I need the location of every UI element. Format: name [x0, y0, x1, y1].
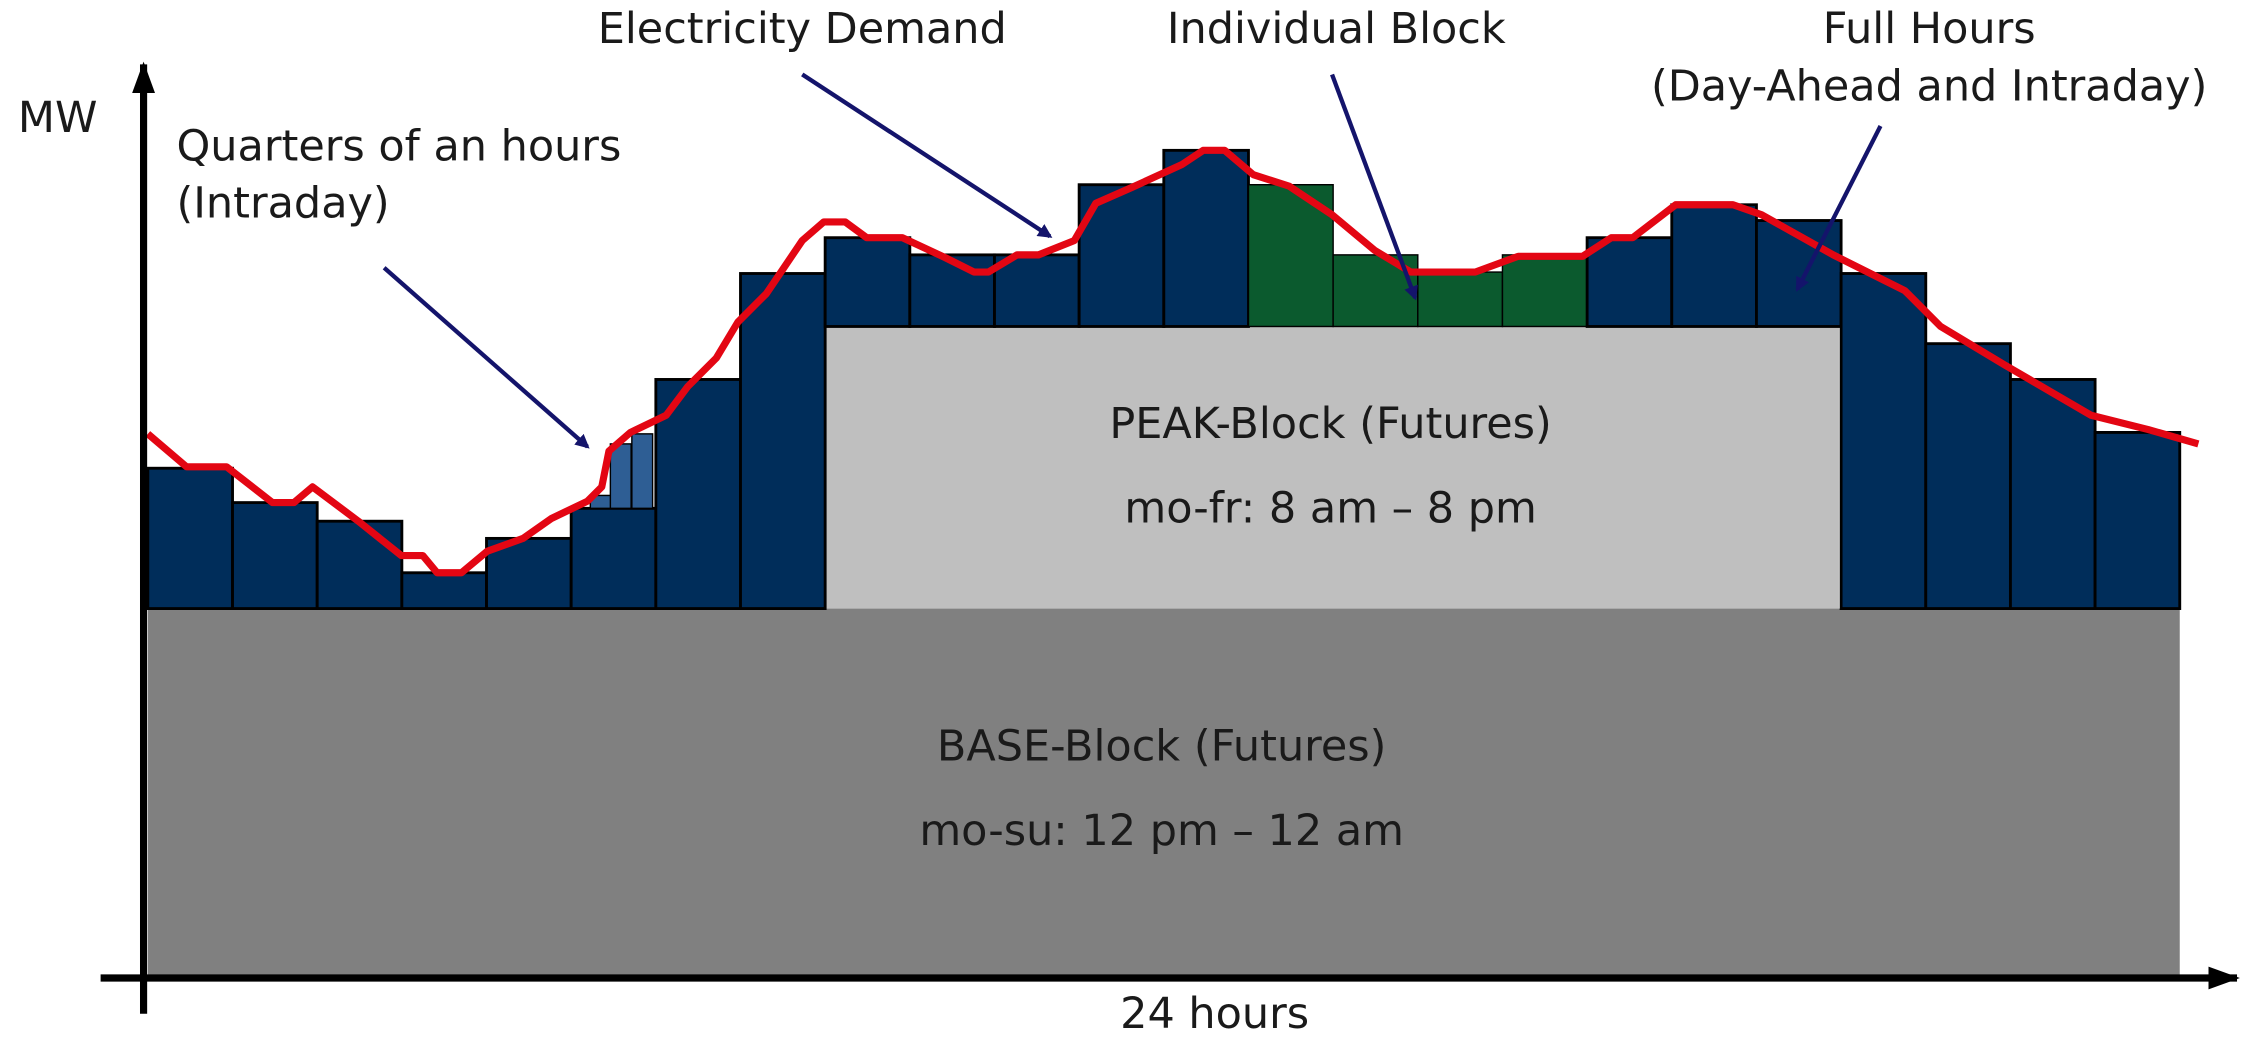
block-label: mo-fr: 8 am – 8 pm [1124, 484, 1536, 534]
annotation: (Intraday) [177, 179, 390, 229]
annotation: (Day-Ahead and Intraday) [1651, 61, 2207, 111]
y-label: MW [18, 93, 98, 143]
hour-bar [146, 466, 234, 610]
hour-bar [823, 236, 912, 328]
arrow [1795, 125, 1883, 292]
hour-bar [231, 501, 319, 610]
hour-bar [569, 506, 658, 610]
block-label: PEAK-Block (Futures) [1109, 399, 1551, 449]
hour-bar [1924, 342, 2012, 610]
annotation: Quarters of an hours [177, 121, 622, 171]
peak-block [822, 326, 1839, 609]
base-block [147, 608, 2180, 978]
arrow [801, 72, 1053, 239]
annotation: Individual Block [1167, 4, 1506, 54]
hour-bar [2008, 378, 2097, 610]
hour-bar [1670, 203, 1758, 328]
hour-bar [654, 378, 742, 610]
annotation: Full Hours [1823, 4, 2036, 54]
x-label: 24 hours [1120, 989, 1309, 1039]
block-label: mo-su: 12 pm – 12 am [919, 806, 1404, 856]
hour-bar [739, 272, 827, 610]
hour-bar [908, 253, 996, 328]
hour-bar [315, 519, 404, 610]
hour-bar [400, 571, 488, 610]
individual-block [1417, 271, 1504, 328]
annotation: Electricity Demand [598, 4, 1007, 54]
arrow [1330, 73, 1418, 301]
demand-line [145, 146, 2200, 577]
block-label: BASE-Block (Futures) [937, 721, 1387, 771]
hour-bar [2093, 431, 2182, 610]
individual-block [1501, 254, 1588, 328]
hour-bar [1162, 148, 1250, 328]
hour-bar [993, 253, 1081, 328]
hour-bar [1585, 236, 1674, 328]
quarter-bar [631, 433, 654, 510]
arrow [382, 266, 590, 449]
quarter-bar [609, 443, 632, 510]
hour-bar [1839, 272, 1928, 610]
